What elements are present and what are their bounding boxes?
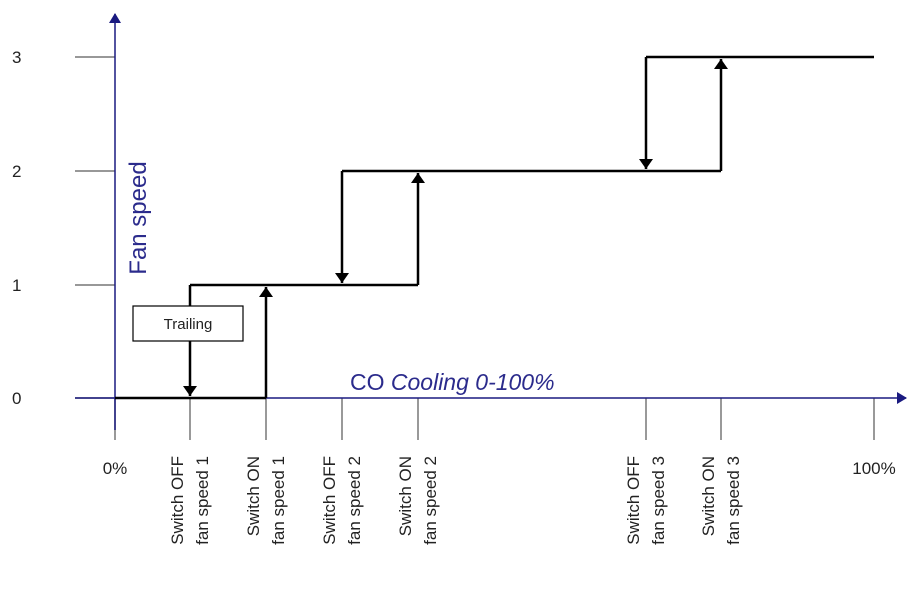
x-label: fan speed 1 <box>269 456 288 545</box>
note-box <box>132 305 244 342</box>
x-label: Switch OFF <box>168 456 187 545</box>
x-label: Switch ON <box>244 456 263 536</box>
x-label: Switch ON <box>699 456 718 536</box>
x-label: fan speed 2 <box>345 456 364 545</box>
y-tick-label: 3 <box>12 48 21 67</box>
x-axis-title-prefix: CO <box>350 369 385 395</box>
x-label: fan speed 3 <box>649 456 668 545</box>
x-axis-title: CO Cooling 0-100% <box>350 369 555 395</box>
x-label: fan speed 3 <box>724 456 743 545</box>
x-label: Switch OFF <box>320 456 339 545</box>
note-text: Trailing <box>164 316 213 333</box>
x-label: 100% <box>852 459 895 478</box>
step-curve <box>115 55 874 400</box>
y-axis-title: Fan speed <box>125 161 152 274</box>
y-tick-label: 1 <box>12 276 21 295</box>
x-label: fan speed 1 <box>193 456 212 545</box>
y-tick-label: 2 <box>12 162 21 181</box>
x-label: Switch ON <box>396 456 415 536</box>
x-axis-title-italic: Cooling 0-100% <box>391 369 555 395</box>
x-label: 0% <box>103 459 128 478</box>
x-label: Switch OFF <box>624 456 643 545</box>
x-label: fan speed 2 <box>421 456 440 545</box>
y-tick-label: 0 <box>12 389 21 408</box>
